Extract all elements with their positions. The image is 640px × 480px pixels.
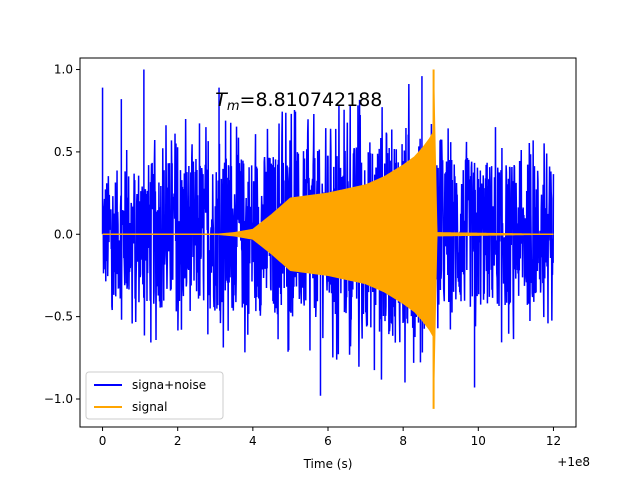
x-tick-label: 10 xyxy=(471,434,486,448)
y-tick-label: 0.5 xyxy=(54,145,73,159)
x-tick-label: 0 xyxy=(99,434,107,448)
legend-label-signal: signal xyxy=(132,400,168,414)
x-axis-offset-label: +1e8 xyxy=(557,455,590,469)
legend-label-signal-noise: signa+noise xyxy=(132,378,206,392)
plot-area xyxy=(101,69,555,409)
y-tick-label: 0.0 xyxy=(54,227,73,241)
merger-time-annotation: Tm=8.810742188 xyxy=(215,89,382,114)
axes: 0 2 4 6 8 10 12 −1.0 −0.5 0.0 0.5 1.0 xyxy=(44,57,577,448)
annotation-subscript: m xyxy=(227,99,240,114)
annotation-value: =8.810742188 xyxy=(240,89,383,111)
x-tick-label: 6 xyxy=(324,434,332,448)
x-tick-label: 8 xyxy=(399,434,407,448)
x-tick-label: 4 xyxy=(249,434,257,448)
x-axis-label: Time (s) xyxy=(303,457,353,471)
y-tick-label: −0.5 xyxy=(44,310,73,324)
y-tick-label: −1.0 xyxy=(44,392,73,406)
y-tick-label: 1.0 xyxy=(54,63,73,77)
annotation-symbol: T xyxy=(215,89,228,111)
x-tick-label: 2 xyxy=(174,434,182,448)
x-tick-label: 12 xyxy=(546,434,561,448)
legend: signa+noise signal xyxy=(85,371,224,420)
